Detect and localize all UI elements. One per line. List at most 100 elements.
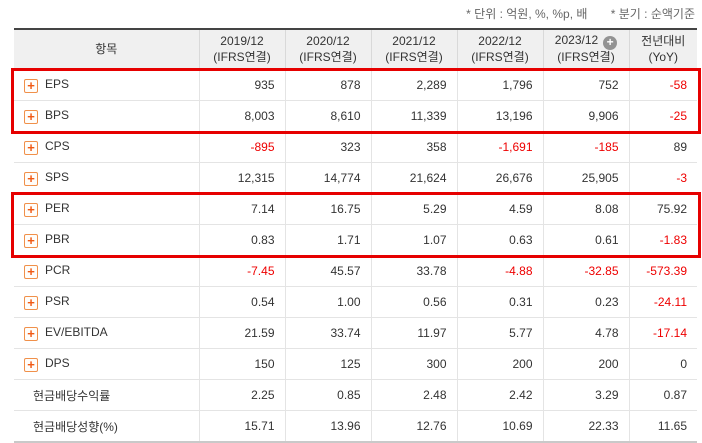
row-label-cell: DPS	[14, 348, 199, 380]
value-cell: 0.63	[456, 224, 543, 256]
value-cell: 200	[542, 348, 629, 380]
row-label-cell: PER	[14, 193, 199, 225]
value-cell: 11.97	[370, 317, 457, 349]
row-label-cell: CPS	[14, 131, 199, 163]
expand-row-icon[interactable]	[24, 296, 38, 310]
value-cell: 15.71	[198, 410, 285, 442]
column-header-item: 항목	[14, 29, 199, 70]
value-cell: 22.33	[542, 410, 629, 442]
value-cell: -1.83	[628, 224, 697, 256]
row-label-cell: PCR	[14, 255, 199, 287]
value-cell: 12,315	[198, 162, 285, 194]
value-cell: -7.45	[198, 255, 285, 287]
value-cell: 2.25	[198, 379, 285, 411]
value-cell: 16.75	[284, 193, 371, 225]
value-cell: 21.59	[198, 317, 285, 349]
expand-row-icon[interactable]	[24, 358, 38, 372]
row-label: PCR	[45, 263, 71, 277]
value-cell: 358	[370, 131, 457, 163]
row-label-cell: 현금배당성향(%)	[14, 410, 199, 442]
unit-note: * 단위 : 억원, %, %p, 배	[466, 7, 588, 21]
row-label: 현금배당수익률	[33, 388, 111, 403]
value-cell: 0.23	[542, 286, 629, 318]
expand-row-icon[interactable]	[24, 265, 38, 279]
add-period-icon[interactable]	[603, 36, 618, 51]
value-cell: 752	[542, 69, 629, 101]
value-cell: 200	[456, 348, 543, 380]
row-label: PBR	[45, 232, 70, 246]
value-cell: -58	[628, 69, 697, 101]
value-cell: 1.00	[284, 286, 371, 318]
value-cell: 13,196	[456, 100, 543, 132]
value-cell: 26,676	[456, 162, 543, 194]
row-label: PER	[45, 201, 70, 215]
value-cell: 0.31	[456, 286, 543, 318]
value-cell: -3	[628, 162, 697, 194]
expand-row-icon[interactable]	[24, 79, 38, 93]
financial-ratios-table: 항목 2019/12 (IFRS연결) 2020/12 (IFRS연결) 202…	[14, 28, 697, 443]
row-label-cell: PSR	[14, 286, 199, 318]
value-cell: 2.48	[370, 379, 457, 411]
value-cell: 300	[370, 348, 457, 380]
column-header-yoy: 전년대비 (YoY)	[628, 29, 697, 70]
value-cell: 11.65	[628, 410, 697, 442]
value-cell: 33.78	[370, 255, 457, 287]
value-cell: 3.29	[542, 379, 629, 411]
value-cell: -185	[542, 131, 629, 163]
row-label: BPS	[45, 108, 70, 122]
value-cell: 13.96	[284, 410, 371, 442]
value-cell: 0.83	[198, 224, 285, 256]
value-cell: 8.08	[542, 193, 629, 225]
value-cell: 45.57	[284, 255, 371, 287]
value-cell: 12.76	[370, 410, 457, 442]
value-cell: 0.87	[628, 379, 697, 411]
value-cell: 0.61	[542, 224, 629, 256]
row-label: PSR	[45, 294, 70, 308]
row-label: EV/EBITDA	[45, 325, 108, 339]
value-cell: 0.56	[370, 286, 457, 318]
expand-row-icon[interactable]	[24, 141, 38, 155]
value-cell: -1,691	[456, 131, 543, 163]
expand-row-icon[interactable]	[24, 172, 38, 186]
value-cell: 2,289	[370, 69, 457, 101]
value-cell: 1.07	[370, 224, 457, 256]
value-cell: 0.85	[284, 379, 371, 411]
value-cell: 11,339	[370, 100, 457, 132]
value-cell: 5.77	[456, 317, 543, 349]
expand-row-icon[interactable]	[24, 203, 38, 217]
value-cell: -4.88	[456, 255, 543, 287]
value-cell: 2.42	[456, 379, 543, 411]
value-cell: 33.74	[284, 317, 371, 349]
value-cell: 10.69	[456, 410, 543, 442]
column-header-2022-12: 2022/12 (IFRS연결)	[456, 29, 543, 70]
value-cell: -17.14	[628, 317, 697, 349]
row-label-cell: SPS	[14, 162, 199, 194]
table-notes: * 단위 : 억원, %, %p, 배 * 분기 : 순액기준	[446, 5, 695, 22]
value-cell: 935	[198, 69, 285, 101]
value-cell: 125	[284, 348, 371, 380]
value-cell: 323	[284, 131, 371, 163]
value-cell: -24.11	[628, 286, 697, 318]
value-cell: 75.92	[628, 193, 697, 225]
value-cell: -25	[628, 100, 697, 132]
value-cell: 21,624	[370, 162, 457, 194]
value-cell: -573.39	[628, 255, 697, 287]
row-label-cell: BPS	[14, 100, 199, 132]
expand-row-icon[interactable]	[24, 110, 38, 124]
row-label-cell: PBR	[14, 224, 199, 256]
row-label: SPS	[45, 170, 70, 184]
value-cell: 8,610	[284, 100, 371, 132]
value-cell: -895	[198, 131, 285, 163]
expand-row-icon[interactable]	[24, 234, 38, 248]
value-cell: 14,774	[284, 162, 371, 194]
value-cell: -32.85	[542, 255, 629, 287]
expand-row-icon[interactable]	[24, 327, 38, 341]
